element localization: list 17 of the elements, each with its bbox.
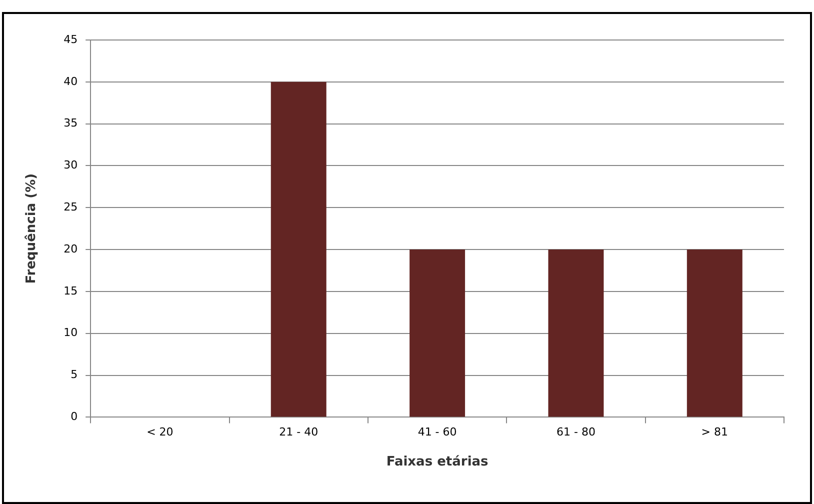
y-tick-label: 10 (64, 326, 78, 340)
x-tick-label: < 20 (146, 426, 174, 439)
x-tick-label: 61 - 80 (556, 426, 596, 439)
x-tick-label: 21 - 40 (279, 426, 318, 439)
y-tick-label: 20 (64, 242, 78, 256)
x-axis-title: Faixas etárias (386, 454, 489, 470)
x-tick-label: > 81 (701, 426, 728, 439)
y-tick-label: 45 (64, 32, 78, 46)
y-tick-label: 40 (64, 74, 78, 88)
y-tick-label: 15 (64, 284, 78, 298)
y-tick-label: 0 (70, 410, 78, 424)
y-tick-label: 5 (70, 368, 78, 382)
y-tick-label: 35 (64, 116, 78, 130)
y-tick-label: 25 (64, 200, 78, 214)
y-axis-title: Frequência (%) (24, 173, 40, 284)
y-tick-label: 30 (64, 158, 78, 172)
x-tick-label: 41 - 60 (418, 426, 457, 439)
